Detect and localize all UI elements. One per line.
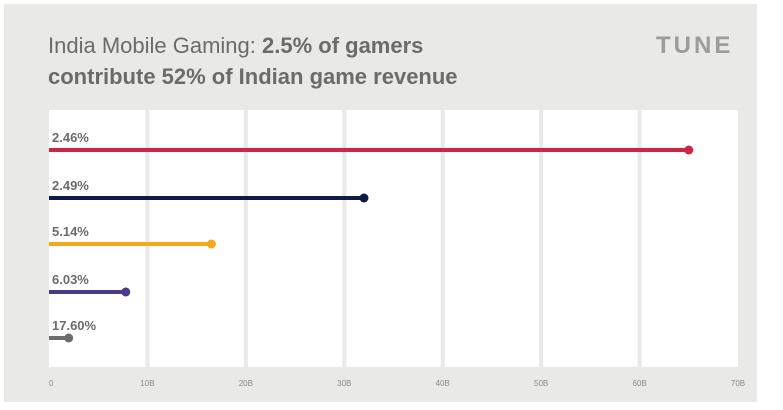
bar-end-dot [121, 287, 131, 297]
x-tick-label: 70B [731, 379, 745, 388]
bar-label: 2.46% [52, 130, 89, 145]
x-tick-label: 30B [337, 379, 351, 388]
title-bold-2: contribute 52% of Indian game revenue [48, 64, 458, 89]
x-tick-label: 20B [239, 379, 253, 388]
chart-title: India Mobile Gaming: 2.5% of gamers cont… [48, 30, 458, 92]
title-light: India Mobile Gaming: [48, 33, 262, 58]
bar-label: 5.14% [52, 224, 89, 239]
bar-label: 2.49% [52, 178, 89, 193]
x-tick-label: 40B [436, 379, 450, 388]
title-bold-1: 2.5% of gamers [262, 33, 424, 58]
bar-end-dot [64, 333, 74, 343]
x-tick-label: 0 [49, 379, 54, 388]
bar-label: 17.60% [52, 318, 97, 333]
x-tick-label: 10B [140, 379, 154, 388]
bar-label: 6.03% [52, 272, 89, 287]
bar-end-dot [359, 193, 369, 203]
x-tick-label: 60B [632, 379, 646, 388]
x-tick-label: 50B [534, 379, 548, 388]
bar-end-dot [684, 145, 694, 155]
bar-end-dot [206, 239, 216, 249]
tune-logo: TUNE [656, 32, 734, 59]
plot-area [49, 110, 738, 367]
